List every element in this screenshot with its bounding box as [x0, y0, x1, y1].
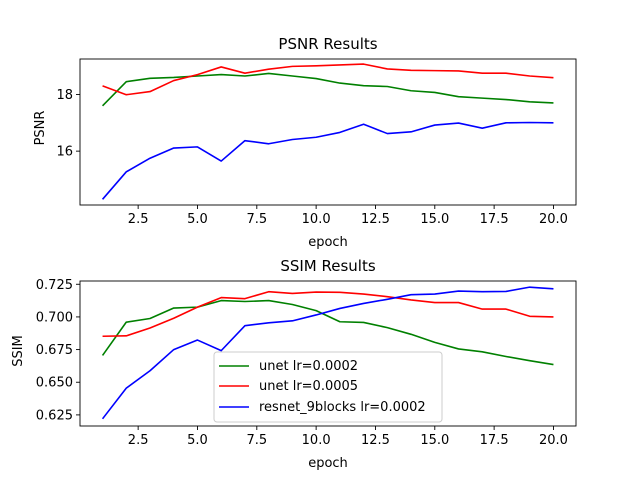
ssim-axes-frame — [79, 280, 577, 427]
ssim-y-tick-label: 0.725 — [36, 278, 73, 293]
ssim-x-tick-label: 15.0 — [420, 433, 449, 448]
legend-label-resnet: resnet_9blocks lr=0.0002 — [259, 400, 426, 415]
psnr-x-tick-label: 20.0 — [539, 212, 568, 227]
psnr-x-tick-label: 5.0 — [187, 212, 208, 227]
psnr-series-line-resnet — [101, 121, 554, 200]
psnr-series-line-unet-0002 — [101, 72, 554, 107]
ssim-plot-area: 2.5 5.0 7.5 10.0 12.5 15.0 17.5 20.0 0.625 0.650 0… — [36, 278, 577, 448]
ssim-chart-title: SSIM Results — [280, 257, 376, 275]
ssim-x-tick-label: 7.5 — [246, 433, 267, 448]
psnr-x-tick-label: 10.0 — [302, 212, 331, 227]
ssim-x-tick-label: 12.5 — [361, 433, 390, 448]
psnr-y-axis-label: PSNR — [33, 111, 48, 146]
psnr-x-tick-label: 17.5 — [480, 212, 509, 227]
ssim-series-line-resnet — [101, 286, 554, 420]
legend: unet lr=0.0002 unet lr=0.0005 resnet_9bl… — [213, 351, 443, 423]
ssim-x-axis-label: epoch — [308, 456, 348, 471]
psnr-chart: PSNR Results 2.5 5.0 7.5 10.0 12.5 15.0 17.5 20… — [33, 35, 577, 250]
psnr-chart-title: PSNR Results — [278, 35, 377, 53]
legend-box — [213, 351, 443, 423]
psnr-x-tick-label: 7.5 — [246, 212, 267, 227]
psnr-x-axis-label: epoch — [308, 235, 348, 250]
psnr-y-tick-label: 16 — [56, 145, 73, 160]
legend-label-unet-0005: unet lr=0.0005 — [259, 379, 358, 394]
ssim-x-tick-label: 17.5 — [480, 433, 509, 448]
ssim-x-tick-label: 5.0 — [187, 433, 208, 448]
ssim-y-axis-label: SSIM — [11, 335, 26, 367]
ssim-series-line-unet-0002 — [101, 299, 554, 366]
ssim-y-tick-label: 0.625 — [36, 408, 73, 423]
psnr-x-tick-label: 15.0 — [420, 212, 449, 227]
ssim-chart: SSIM Results 2.5 5.0 7.5 10.0 12.5 15.0 17.5 20… — [11, 257, 577, 471]
psnr-x-tick-label: 12.5 — [361, 212, 390, 227]
ssim-y-tick-label: 0.700 — [36, 310, 73, 325]
legend-label-unet-0002: unet lr=0.0002 — [259, 359, 358, 374]
psnr-x-tick-label: 2.5 — [128, 212, 149, 227]
ssim-y-tick-label: 0.675 — [36, 343, 73, 358]
psnr-plot-area: 2.5 5.0 7.5 10.0 12.5 15.0 17.5 20.0 16 18 — [56, 58, 577, 227]
ssim-series-line-unet-0005 — [102, 290, 554, 338]
psnr-series-line-unet-0005 — [102, 63, 554, 96]
ssim-y-tick-label: 0.650 — [36, 376, 73, 391]
psnr-y-tick-label: 18 — [56, 88, 73, 103]
ssim-x-tick-label: 10.0 — [302, 433, 331, 448]
ssim-x-tick-label: 20.0 — [539, 433, 568, 448]
psnr-axes-frame — [79, 58, 577, 206]
ssim-x-tick-label: 2.5 — [128, 433, 149, 448]
